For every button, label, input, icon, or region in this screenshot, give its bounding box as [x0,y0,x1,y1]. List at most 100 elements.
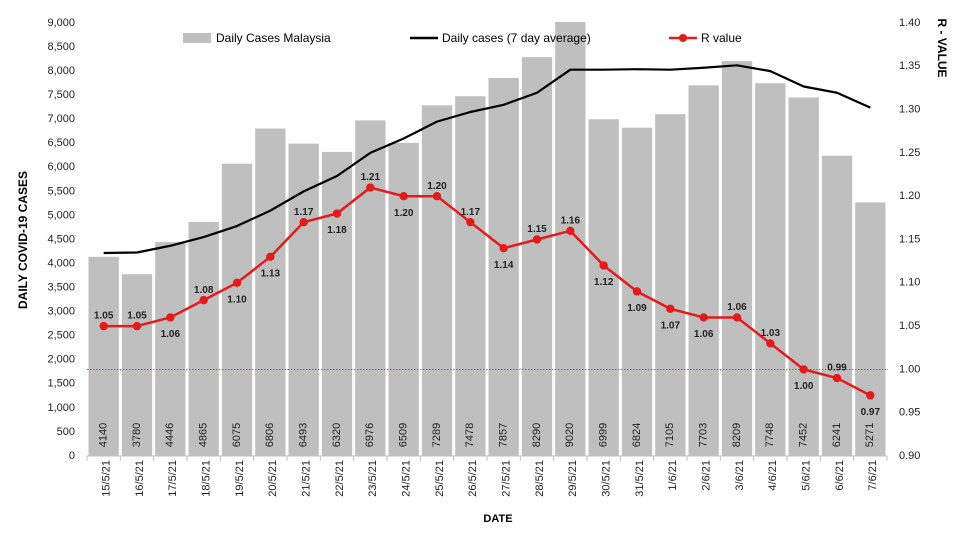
r-value-marker [499,243,508,253]
bar-value-label: 7105 [664,423,676,447]
bar-value-label: 6806 [264,423,276,447]
bar-value-label: 6241 [831,423,843,447]
bars-group [88,22,886,457]
x-tick-label: 21/5/21 [301,460,313,497]
r-value-marker [199,295,208,305]
bar [555,22,586,456]
bar-value-label: 3780 [131,423,143,447]
bar-value-label: 7748 [764,423,776,447]
r-value-label: 1.14 [494,260,514,271]
r-value-label: 0.99 [827,363,847,374]
bar-value-label: 6976 [364,423,376,447]
y-tick-label: 5,500 [47,185,75,197]
bar [455,96,486,457]
y-tick-label: 7,000 [47,113,75,125]
r-value-marker [732,313,742,322]
x-tick-label: 15/5/21 [101,460,113,497]
r-value-marker [466,217,475,227]
bar [688,85,719,456]
y2-tick-label: 0.95 [899,407,920,419]
y-tick-label: 2,500 [47,330,75,342]
r-value-label: 1.12 [594,277,614,288]
r-value-label: 1.17 [294,207,314,218]
bar-value-label: 5271 [864,423,876,447]
r-value-label: 1.18 [327,225,347,236]
r-value-marker [632,287,642,296]
average-line-group [103,64,871,255]
x-axis-title: DATE [483,513,512,525]
bar [355,120,386,456]
r-value-label: 1.21 [361,172,381,183]
y2-tick-label: 1.40 [899,17,920,29]
r-value-marker [166,313,175,322]
r-value-label: 1.07 [661,320,681,331]
y-tick-label: 6,500 [47,137,75,149]
y-tick-label: 500 [57,426,75,438]
bar-value-label: 6075 [231,423,243,447]
bar [255,128,286,456]
x-tick-label: 6/6/21 [834,460,846,491]
y-tick-label: 5,000 [47,209,75,221]
r-value-label: 1.05 [127,311,147,322]
y-tick-label: 4,000 [47,257,75,269]
x-tick-label: 25/5/21 [434,460,446,497]
bar [321,151,353,456]
y2-tick-label: 0.90 [899,450,920,462]
r-value-label: 1.00 [794,381,814,392]
bar [221,163,253,456]
y-tick-label: 2,000 [47,354,75,366]
average-line [103,64,871,255]
y2-tick-label: 1.35 [899,60,920,72]
r-value-label: 0.97 [861,407,881,418]
bar-value-label: 4446 [164,423,176,447]
x-tick-label: 29/5/21 [567,460,579,497]
x-tick-label: 1/6/21 [667,460,679,491]
r-value-label: 1.06 [161,329,181,340]
y-tick-label: 1,000 [47,402,75,414]
r-value-label: 1.20 [394,208,414,219]
bar-value-label: 8209 [731,423,743,447]
x-tick-label: 18/5/21 [201,460,213,497]
legend-label-average: Daily cases (7 day average) [442,31,591,45]
legend-label-r-value: R value [701,31,742,45]
bar [288,143,319,456]
y2-tick-label: 1.00 [899,363,920,375]
y-tick-label: 3,500 [47,282,75,294]
x-tick-label: 19/5/21 [234,460,246,497]
bar-value-label: 6320 [331,423,343,447]
y-axis-title: DAILY COVID-19 CASES [16,171,30,309]
bar-value-label: 6999 [598,423,610,447]
x-tick-label: 28/5/21 [534,460,546,497]
x-tick-label: 4/6/21 [767,460,779,491]
bar-value-label: 4865 [198,423,210,447]
x-tick-label: 23/5/21 [367,460,379,497]
r-value-marker [666,304,675,313]
bar [855,202,886,456]
bar [755,83,786,456]
r-value-marker [232,278,242,287]
r-value-label: 1.09 [627,303,647,314]
bar-value-label: 6824 [631,423,643,447]
r-value-marker [299,217,308,227]
bar [788,97,819,456]
bar [588,119,619,457]
bar-value-label: 7478 [464,423,476,447]
x-tick-label: 24/5/21 [401,460,413,497]
r-value-marker [699,313,708,322]
r-value-marker [366,183,375,192]
r-value-marker [399,192,408,201]
r-value-label: 1.13 [261,268,281,279]
x-tick-label: 2/6/21 [701,460,713,491]
bar [521,57,553,457]
r-value-marker [799,365,808,374]
bar [388,142,419,456]
r-value-label: 1.20 [427,181,447,192]
bar-value-label: 6493 [298,423,310,447]
bar-value-label: 7703 [698,423,710,447]
bar [721,61,753,457]
r-value-line [103,186,871,397]
y2-tick-label: 1.20 [899,190,920,202]
y-tick-label: 8,500 [47,41,75,53]
bar [821,155,853,456]
y2-tick-label: 1.15 [899,233,920,245]
